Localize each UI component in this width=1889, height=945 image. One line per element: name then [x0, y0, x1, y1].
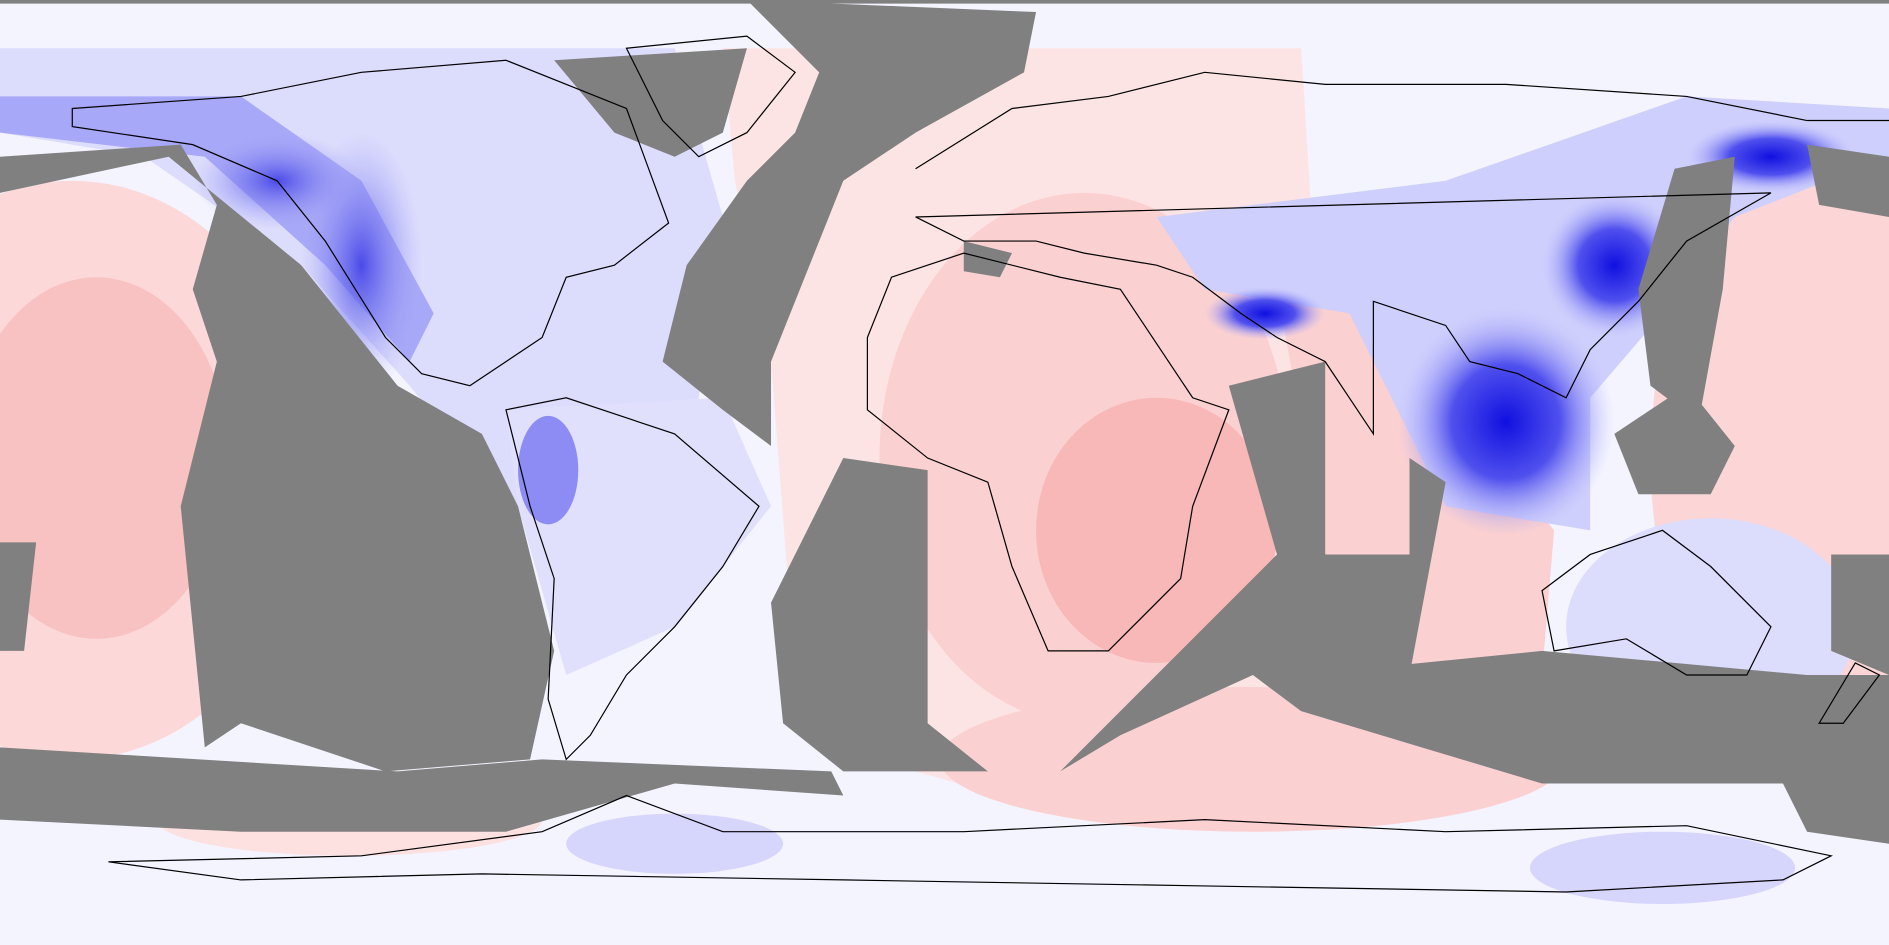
warm-region: [1036, 397, 1278, 663]
coastline: [108, 794, 1833, 893]
mask: [1060, 361, 1446, 772]
coastline: [1541, 529, 1772, 676]
cold-region: [1529, 831, 1796, 905]
warm-region: [0, 277, 229, 639]
mask: [1614, 385, 1735, 495]
coastline: [71, 59, 670, 387]
mask: [771, 458, 988, 772]
coastline: [625, 35, 796, 158]
coastlines: [71, 35, 1889, 893]
mask: [0, 144, 555, 772]
cold-core: [1204, 286, 1326, 340]
mask: [0, 0, 1889, 4]
mask: [554, 48, 747, 157]
cold-core: [1397, 307, 1615, 537]
coastline: [505, 397, 760, 761]
coastline: [866, 252, 1230, 652]
mask: [1831, 554, 1889, 675]
mask: [1301, 650, 1889, 844]
cold-region: [566, 813, 784, 874]
coastline: [1818, 662, 1881, 724]
mask: [1807, 144, 1889, 217]
mask: [0, 542, 37, 651]
mask: [0, 747, 844, 832]
masked-areas: [0, 0, 1889, 844]
coastline: [915, 71, 1889, 436]
mask: [662, 0, 1037, 446]
cold-region: [518, 415, 579, 525]
